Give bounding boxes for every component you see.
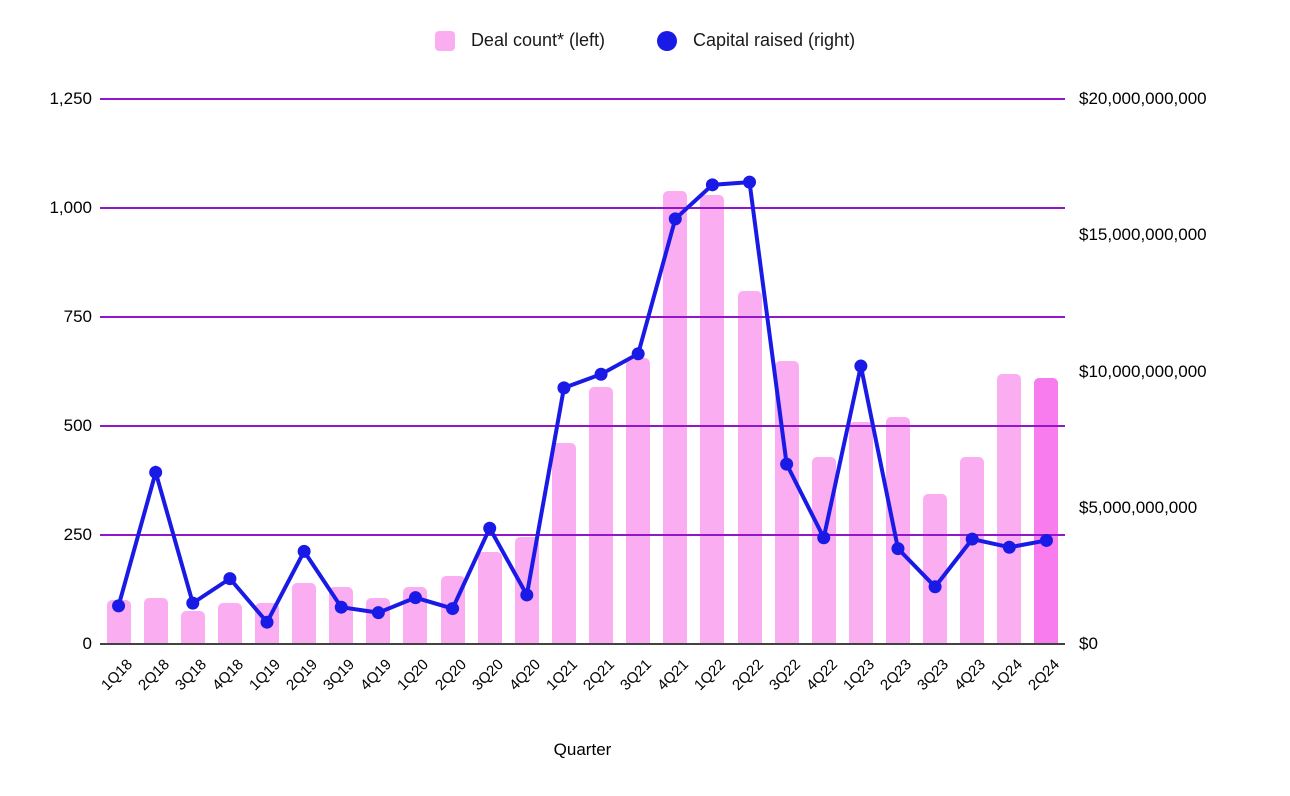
point-4Q18[interactable]	[223, 572, 237, 586]
gridline-1,000	[100, 207, 1065, 209]
left-tick-500: 500	[63, 416, 92, 435]
bar-2Q24[interactable]	[1034, 378, 1059, 644]
left-tick-1,250: 1,250	[49, 89, 92, 108]
bar-2Q18[interactable]	[143, 598, 168, 644]
point-1Q21[interactable]	[557, 381, 571, 395]
bar-3Q23[interactable]	[923, 493, 948, 644]
point-4Q21[interactable]	[668, 212, 682, 226]
left-tick-250: 250	[63, 525, 92, 544]
plot-area	[100, 98, 1065, 645]
point-2Q21[interactable]	[594, 367, 608, 381]
point-4Q19[interactable]	[371, 606, 385, 620]
point-3Q18[interactable]	[186, 596, 200, 610]
gridline-750	[100, 316, 1065, 318]
point-1Q20[interactable]	[408, 591, 422, 605]
point-2Q24[interactable]	[1039, 533, 1053, 547]
bar-2Q19[interactable]	[292, 582, 317, 644]
point-4Q22[interactable]	[817, 531, 831, 545]
bar-4Q19[interactable]	[366, 598, 391, 644]
point-2Q18[interactable]	[149, 465, 163, 479]
point-3Q23[interactable]	[928, 580, 942, 594]
point-1Q23[interactable]	[854, 359, 868, 373]
legend-item-deal-count[interactable]: Deal count* (left)	[434, 30, 605, 51]
right-tick-1: $5,000,000,000	[1079, 497, 1198, 517]
point-4Q20[interactable]	[520, 588, 534, 602]
deal-count-legend-swatch	[434, 30, 455, 51]
left-tick-1,000: 1,000	[49, 198, 92, 217]
bar-3Q21[interactable]	[626, 358, 651, 644]
point-3Q19[interactable]	[334, 600, 348, 614]
right-tick-3: $15,000,000,000	[1079, 225, 1207, 245]
bar-3Q20[interactable]	[477, 552, 502, 644]
point-3Q20[interactable]	[483, 521, 497, 535]
right-tick-2: $10,000,000,000	[1079, 361, 1207, 381]
bar-1Q23[interactable]	[848, 421, 873, 644]
x-axis-title: Quarter	[553, 740, 612, 759]
point-1Q22[interactable]	[705, 178, 719, 192]
gridline-250	[100, 534, 1065, 536]
bar-4Q22[interactable]	[811, 456, 836, 644]
bar-3Q18[interactable]	[180, 611, 205, 644]
bar-4Q21[interactable]	[663, 190, 688, 644]
point-1Q19[interactable]	[260, 615, 274, 629]
point-2Q19[interactable]	[297, 544, 311, 558]
capital-raised-line[interactable]	[116, 179, 1047, 626]
bar-1Q24[interactable]	[997, 373, 1022, 644]
bar-1Q22[interactable]	[700, 194, 725, 644]
capital-raised-legend-marker	[657, 30, 677, 51]
bar-4Q18[interactable]	[217, 602, 242, 644]
legend-label-deal-count: Deal count* (left)	[470, 30, 605, 50]
point-2Q23[interactable]	[891, 542, 905, 556]
left-tick-750: 750	[63, 307, 92, 326]
bar-1Q21[interactable]	[551, 443, 576, 644]
point-3Q22[interactable]	[780, 457, 794, 471]
bar-2Q22[interactable]	[737, 290, 762, 644]
gridline-1,250	[100, 98, 1065, 100]
point-2Q22[interactable]	[743, 175, 757, 189]
point-1Q18[interactable]	[112, 599, 126, 613]
capital-raised-line-layer	[112, 175, 1053, 629]
legend-item-capital-raised[interactable]: Capital raised (right)	[657, 30, 855, 51]
point-4Q23[interactable]	[965, 532, 979, 546]
left-tick-0: 0	[82, 634, 92, 653]
right-tick-4: $20,000,000,000	[1079, 89, 1207, 108]
bar-2Q23[interactable]	[885, 417, 910, 644]
x-axis-line	[100, 643, 1065, 645]
point-3Q21[interactable]	[631, 347, 645, 361]
point-1Q24[interactable]	[1002, 540, 1016, 554]
gridline-500	[100, 425, 1065, 427]
right-tick-0: $0	[1079, 634, 1098, 653]
legend-label-capital-raised: Capital raised (right)	[693, 30, 856, 50]
point-2Q20[interactable]	[446, 602, 460, 616]
bar-2Q21[interactable]	[589, 386, 614, 644]
chart-legend: Deal count* (left) Capital raised (right…	[0, 30, 1290, 51]
